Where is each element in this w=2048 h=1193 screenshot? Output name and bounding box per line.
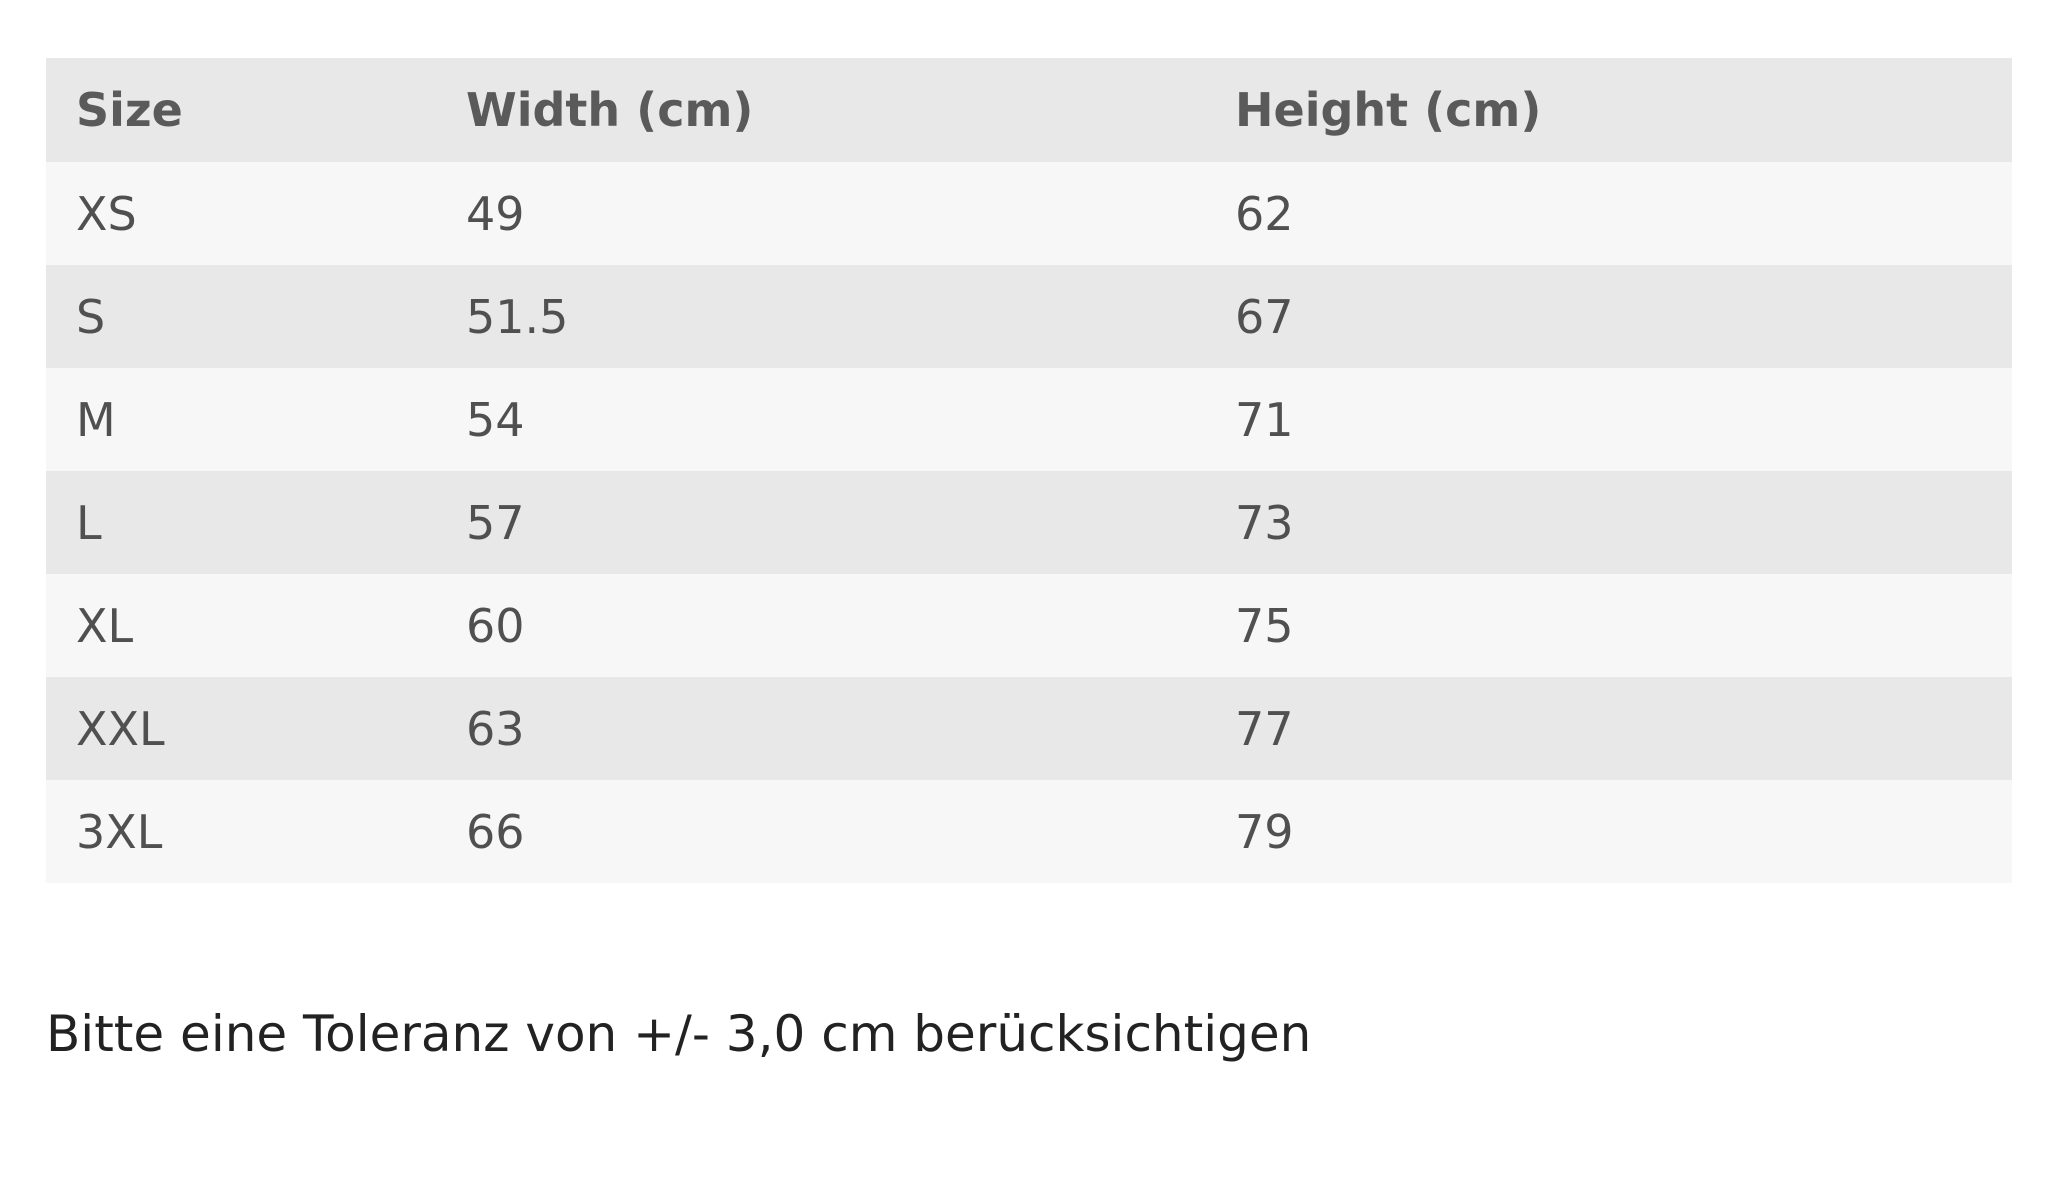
- cell-height: 62: [1205, 162, 2012, 265]
- table-row: L 57 73: [46, 471, 2012, 574]
- header-width: Width (cm): [436, 58, 1205, 162]
- cell-height: 71: [1205, 368, 2012, 471]
- cell-width: 51.5: [436, 265, 1205, 368]
- cell-size: XL: [46, 574, 436, 677]
- cell-size: L: [46, 471, 436, 574]
- header-size: Size: [46, 58, 436, 162]
- cell-height: 73: [1205, 471, 2012, 574]
- cell-width: 63: [436, 677, 1205, 780]
- table-header-row: Size Width (cm) Height (cm): [46, 58, 2012, 162]
- cell-width: 49: [436, 162, 1205, 265]
- table-row: XL 60 75: [46, 574, 2012, 677]
- table-row: M 54 71: [46, 368, 2012, 471]
- table-row: XXL 63 77: [46, 677, 2012, 780]
- cell-size: 3XL: [46, 780, 436, 883]
- cell-width: 54: [436, 368, 1205, 471]
- cell-width: 57: [436, 471, 1205, 574]
- cell-width: 60: [436, 574, 1205, 677]
- header-height: Height (cm): [1205, 58, 2012, 162]
- cell-height: 75: [1205, 574, 2012, 677]
- table-row: XS 49 62: [46, 162, 2012, 265]
- tolerance-note: Bitte eine Toleranz von +/- 3,0 cm berüc…: [46, 1005, 1312, 1063]
- cell-height: 67: [1205, 265, 2012, 368]
- cell-size: XS: [46, 162, 436, 265]
- table-row: 3XL 66 79: [46, 780, 2012, 883]
- cell-height: 77: [1205, 677, 2012, 780]
- cell-height: 79: [1205, 780, 2012, 883]
- size-chart-table: Size Width (cm) Height (cm) XS 49 62 S 51.5 6…: [46, 58, 2012, 883]
- cell-size: S: [46, 265, 436, 368]
- cell-size: XXL: [46, 677, 436, 780]
- cell-size: M: [46, 368, 436, 471]
- table-row: S 51.5 67: [46, 265, 2012, 368]
- cell-width: 66: [436, 780, 1205, 883]
